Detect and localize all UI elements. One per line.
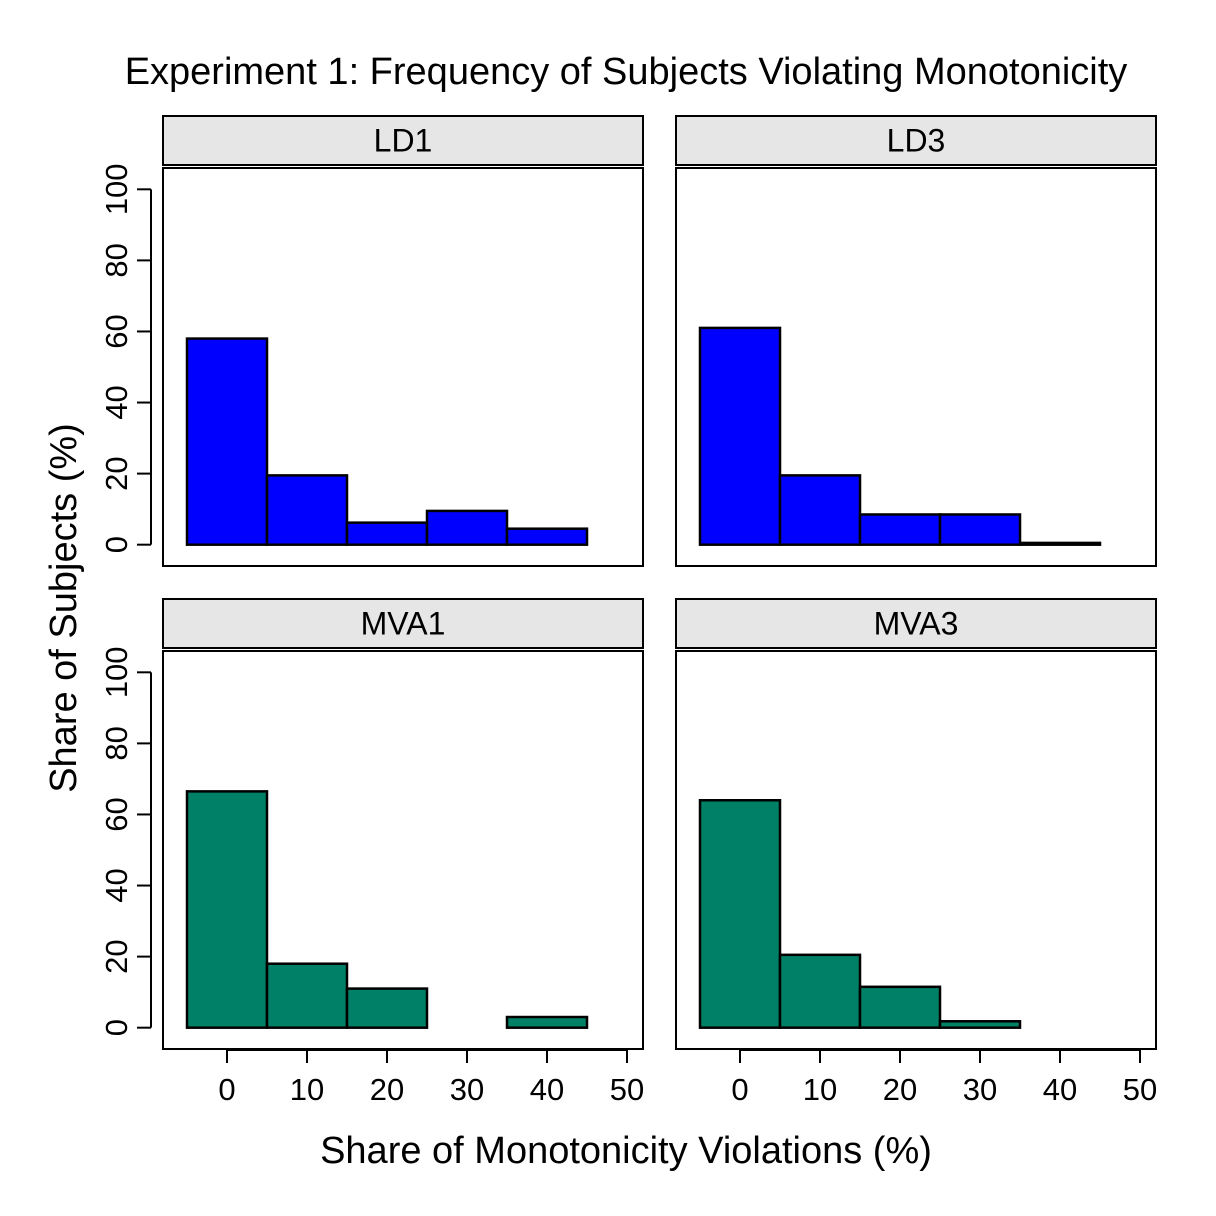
panel-frame	[162, 167, 644, 567]
panel-ld3: LD3	[675, 115, 1157, 567]
panel-strip	[675, 598, 1157, 649]
panel-strip-label: LD1	[374, 123, 433, 159]
x-tick-label: 40	[1043, 1072, 1077, 1107]
bar	[858, 985, 942, 1029]
panel-strip-label: LD3	[887, 123, 946, 159]
panel-frame	[675, 167, 1157, 567]
bar	[1018, 541, 1102, 546]
bar	[505, 1015, 589, 1029]
bar	[698, 326, 782, 546]
panel-strip-label: MVA1	[361, 606, 446, 642]
y-tick-label: 80	[99, 726, 134, 760]
y-tick-label: 100	[99, 646, 134, 698]
bar	[858, 513, 942, 546]
y-axis-label: Share of Subjects (%)	[43, 423, 85, 793]
y-tick-label: 40	[99, 385, 134, 419]
bar	[938, 1020, 1022, 1029]
panel-ld1: LD1	[162, 115, 644, 567]
bar	[345, 521, 429, 546]
x-tick-label: 20	[883, 1072, 917, 1107]
y-tick-label: 20	[99, 939, 134, 973]
x-tick-label: 50	[610, 1072, 644, 1107]
x-tick-label: 0	[218, 1072, 235, 1107]
x-tick-label: 10	[803, 1072, 837, 1107]
x-tick-label: 20	[370, 1072, 404, 1107]
y-tick-label: 0	[99, 1019, 134, 1036]
y-tick-label: 100	[99, 163, 134, 215]
bar	[185, 337, 269, 546]
bar	[698, 799, 782, 1029]
y-axis-mva1: 0 20 40 60 80 100	[99, 646, 152, 1036]
y-tick-label: 60	[99, 314, 134, 348]
panel-strip-label: MVA3	[874, 606, 959, 642]
x-tick-label: 30	[450, 1072, 484, 1107]
y-tick-label: 40	[99, 868, 134, 902]
panels: LD1 LD3 MVA1 MVA3	[162, 115, 1157, 1050]
panel-mva3: MVA3	[675, 598, 1157, 1050]
y-tick-label: 60	[99, 797, 134, 831]
x-tick-label: 0	[731, 1072, 748, 1107]
panel-strip	[162, 598, 644, 649]
x-tick-label: 40	[530, 1072, 564, 1107]
chart-title: Experiment 1: Frequency of Subjects Viol…	[125, 51, 1128, 93]
y-tick-label: 80	[99, 243, 134, 277]
bar	[938, 513, 1022, 546]
panel-strip	[675, 115, 1157, 166]
x-axis-mva3: 0 10 20 30 40 50	[731, 1049, 1157, 1107]
x-tick-label: 10	[290, 1072, 324, 1107]
y-axis-ld1: 0 20 40 60 80 100	[99, 163, 152, 553]
bar	[778, 953, 862, 1029]
y-axes: 0 20 40 60 80 100 0 20 40 60 80 100	[99, 163, 152, 1036]
x-axes: 0 10 20 30 40 50 0 10 20 30 40 50	[218, 1049, 1157, 1107]
y-tick-label: 20	[99, 456, 134, 490]
y-tick-label: 0	[99, 536, 134, 553]
bar	[265, 962, 349, 1029]
panel-mva1: MVA1	[162, 598, 644, 1050]
x-axis-mva1: 0 10 20 30 40 50	[218, 1049, 644, 1107]
x-tick-label: 50	[1123, 1072, 1157, 1107]
x-axis-label: Share of Monotonicity Violations (%)	[320, 1130, 932, 1172]
panel-strip	[162, 115, 644, 166]
bar	[185, 790, 269, 1029]
bar	[778, 474, 862, 546]
bar	[425, 509, 509, 546]
x-tick-label: 30	[963, 1072, 997, 1107]
bar	[505, 527, 589, 546]
bar	[265, 474, 349, 546]
bar	[345, 987, 429, 1029]
